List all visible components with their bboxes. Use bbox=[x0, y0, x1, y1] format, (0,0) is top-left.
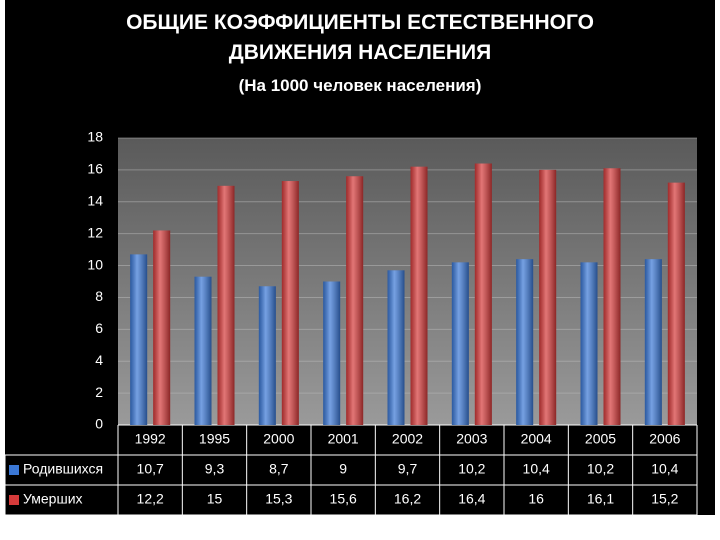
y-tick-label: 10 bbox=[87, 256, 103, 272]
table-value: 16,2 bbox=[394, 491, 421, 507]
bar bbox=[346, 176, 364, 425]
bar bbox=[130, 254, 148, 425]
legend-key bbox=[9, 465, 19, 475]
bar bbox=[387, 270, 405, 425]
y-tick-label: 14 bbox=[87, 192, 103, 208]
table-value: 15,6 bbox=[330, 491, 357, 507]
bar bbox=[281, 181, 299, 425]
table-value: 9 bbox=[339, 461, 347, 477]
y-tick-label: 12 bbox=[87, 224, 103, 240]
bar bbox=[580, 262, 598, 425]
table-value: 10,4 bbox=[523, 461, 550, 477]
x-tick-label: 2001 bbox=[328, 431, 359, 447]
y-tick-label: 4 bbox=[95, 352, 103, 368]
x-tick-label: 2003 bbox=[456, 431, 487, 447]
bar bbox=[217, 185, 235, 425]
x-tick-label: 2000 bbox=[263, 431, 294, 447]
bar bbox=[603, 168, 621, 426]
bar bbox=[474, 163, 492, 425]
table-value: 15,3 bbox=[265, 491, 292, 507]
table-value: 15,2 bbox=[651, 491, 678, 507]
table-value: 10,2 bbox=[458, 461, 485, 477]
y-tick-label: 16 bbox=[87, 161, 103, 177]
x-tick-label: 2002 bbox=[392, 431, 423, 447]
y-tick-label: 8 bbox=[95, 288, 103, 304]
table-value: 15 bbox=[207, 491, 223, 507]
legend-label: Умерших bbox=[23, 491, 83, 507]
table-value: 10,2 bbox=[587, 461, 614, 477]
bar bbox=[644, 259, 662, 425]
bar bbox=[516, 259, 534, 425]
y-tick-label: 18 bbox=[87, 129, 103, 145]
bar bbox=[153, 230, 171, 425]
legend-key bbox=[9, 495, 19, 505]
y-tick-label: 2 bbox=[95, 384, 103, 400]
x-tick-label: 2005 bbox=[585, 431, 616, 447]
table-value: 16,4 bbox=[458, 491, 485, 507]
table-value: 9,7 bbox=[398, 461, 418, 477]
plot-area bbox=[118, 138, 697, 425]
chart-subtitle: (На 1000 человек населения) bbox=[238, 76, 482, 95]
y-tick-label: 6 bbox=[95, 320, 103, 336]
table-value: 10,4 bbox=[651, 461, 678, 477]
x-tick-label: 2006 bbox=[649, 431, 680, 447]
bar bbox=[194, 276, 212, 425]
table-value: 9,3 bbox=[205, 461, 225, 477]
legend-label: Родившихся bbox=[23, 461, 103, 477]
bar bbox=[410, 166, 428, 425]
bar bbox=[323, 281, 341, 425]
bar bbox=[258, 286, 276, 425]
x-tick-label: 1995 bbox=[199, 431, 230, 447]
chart-title: ОБЩИЕ КОЭФФИЦИЕНТЫ ЕСТЕСТВЕННОГО ДВИЖЕНИ… bbox=[126, 11, 594, 64]
bar bbox=[667, 182, 685, 425]
x-tick-label: 2004 bbox=[521, 431, 552, 447]
table-value: 16,1 bbox=[587, 491, 614, 507]
bar bbox=[539, 169, 557, 425]
table-value: 8,7 bbox=[269, 461, 289, 477]
table-value: 12,2 bbox=[137, 491, 164, 507]
x-tick-label: 1992 bbox=[135, 431, 166, 447]
table-value: 10,7 bbox=[137, 461, 164, 477]
bar bbox=[451, 262, 469, 425]
y-tick-label: 0 bbox=[95, 416, 103, 432]
table-value: 16 bbox=[528, 491, 544, 507]
